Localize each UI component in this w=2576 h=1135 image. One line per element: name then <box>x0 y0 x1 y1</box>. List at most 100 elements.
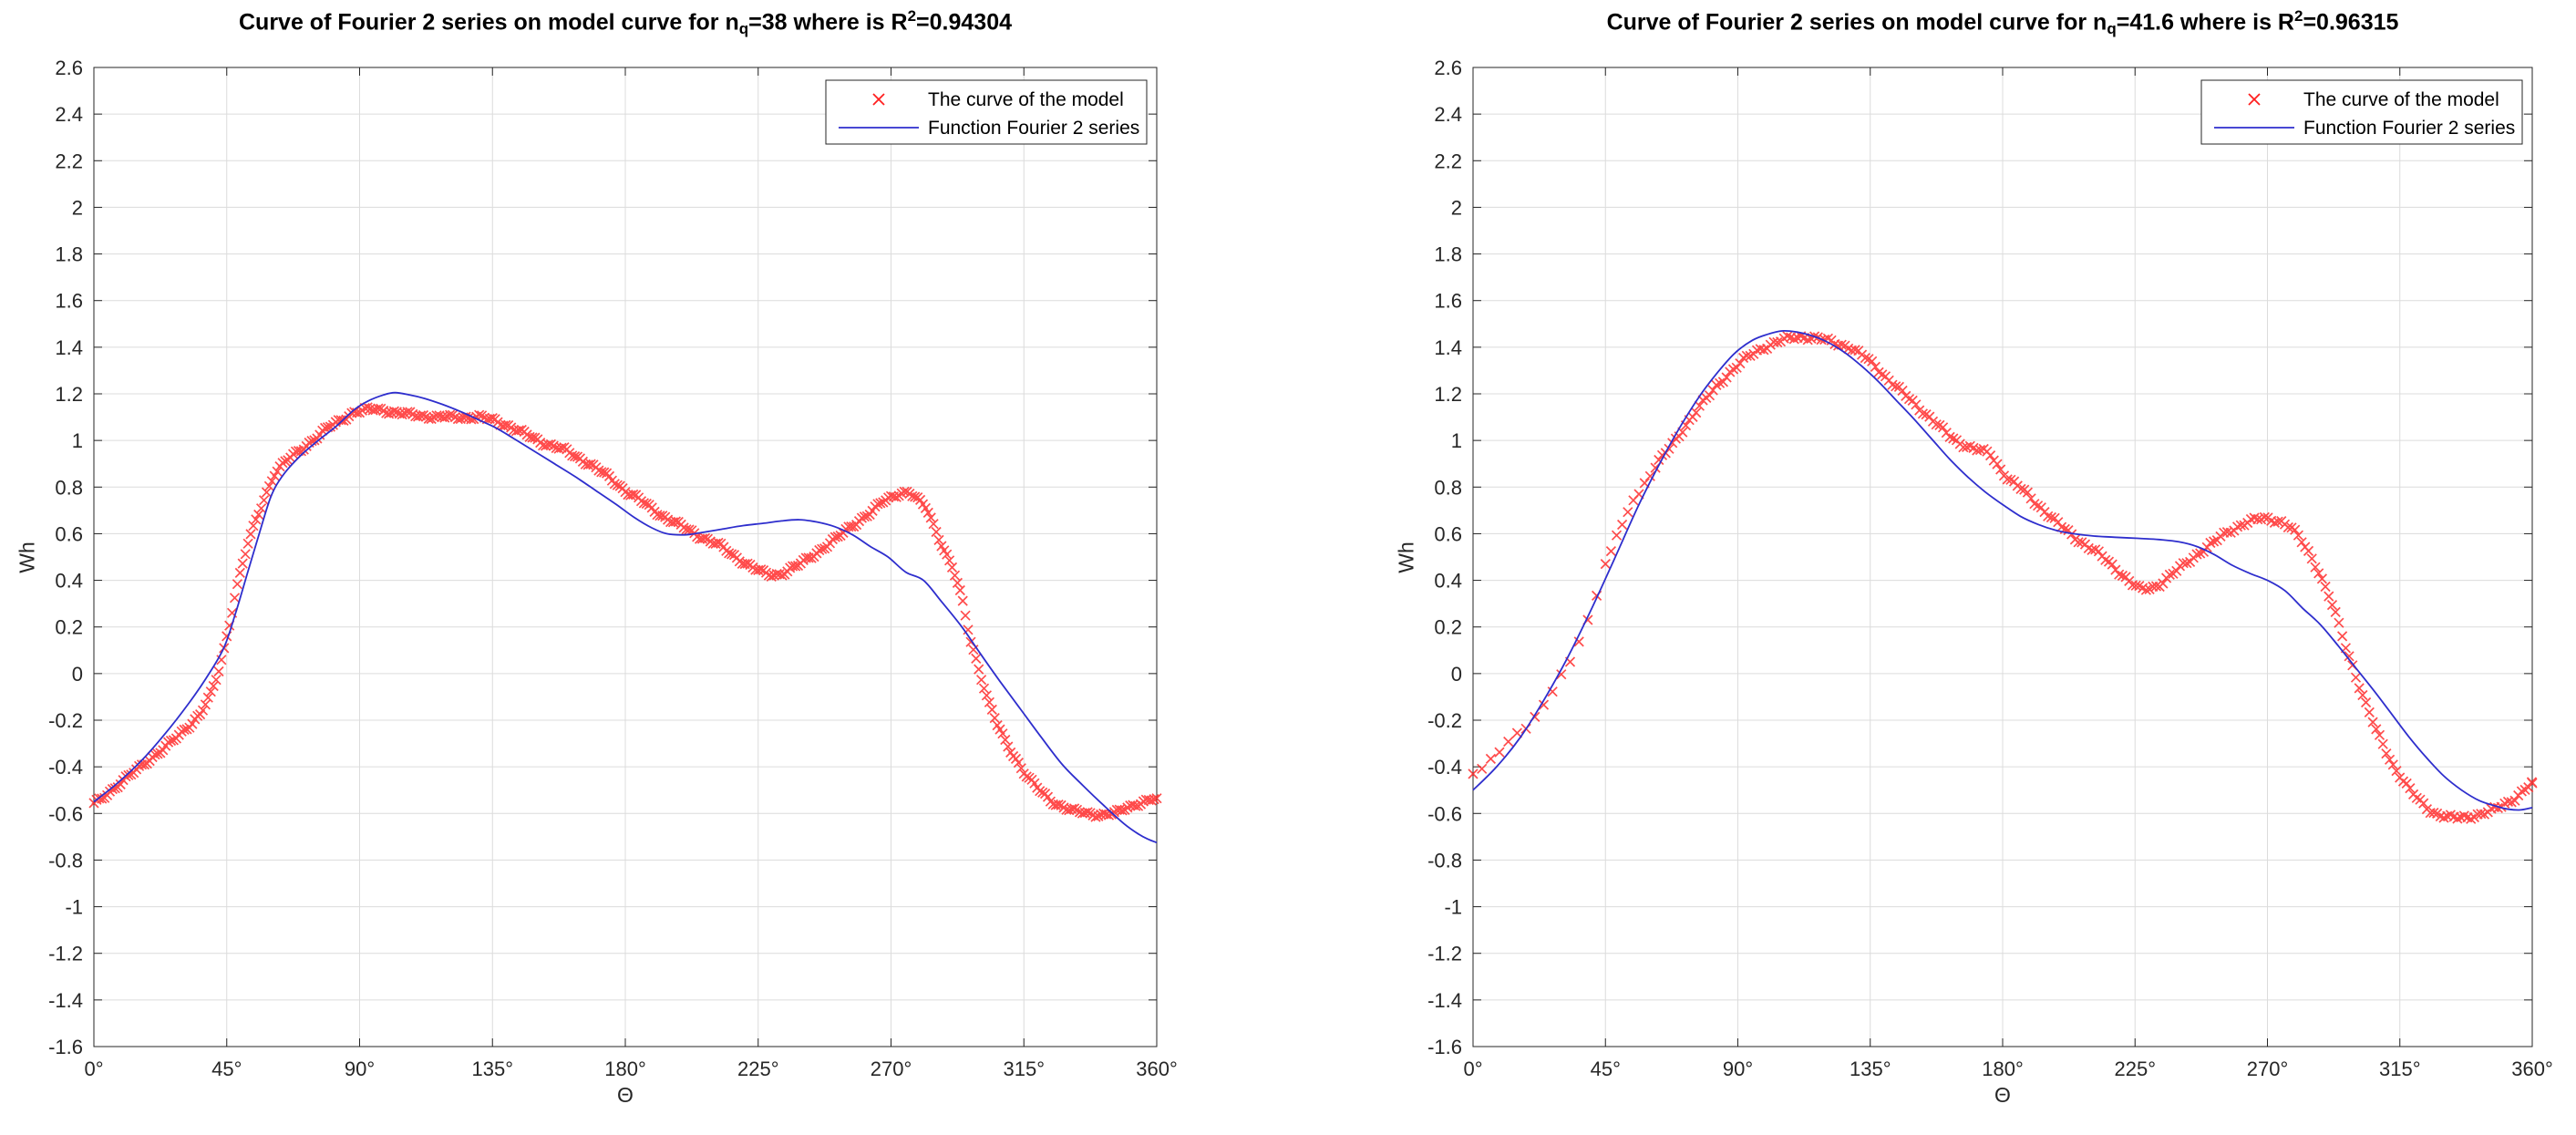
model-x-marker <box>109 783 120 794</box>
legend-label: Function Fourier 2 series <box>928 118 1139 139</box>
model-x-marker <box>960 610 971 621</box>
model-x-marker <box>2371 724 2382 735</box>
model-x-marker <box>832 531 843 542</box>
model-x-marker <box>1992 459 2003 469</box>
y-tick-label: 0.2 <box>1434 616 1462 639</box>
model-x-marker <box>910 491 921 502</box>
model-x-marker <box>2272 516 2283 527</box>
y-tick-label: 1.4 <box>1434 336 1462 359</box>
model-x-marker <box>2249 512 2260 523</box>
model-x-marker <box>2452 813 2463 824</box>
model-x-marker <box>997 728 1008 739</box>
model-x-marker <box>1021 771 1032 782</box>
model-x-marker <box>1721 372 1732 383</box>
x-tick-label: 90° <box>1723 1058 1753 1080</box>
y-tick-label: 2 <box>1451 196 1462 219</box>
x-tick-label: 270° <box>2247 1058 2289 1080</box>
x-tick-label: 360° <box>1136 1058 1178 1080</box>
right-legend: The curve of the model Function Fourier 2… <box>2200 79 2523 145</box>
model-x-marker <box>179 724 190 736</box>
model-x-marker <box>2002 474 2013 485</box>
y-tick-label: -1.4 <box>1427 989 1462 1012</box>
model-x-marker <box>2316 573 2328 584</box>
model-x-marker <box>466 414 477 425</box>
model-x-marker <box>942 549 953 560</box>
model-x-marker <box>261 487 273 498</box>
model-x-marker <box>1758 345 1769 356</box>
y-tick-label: -0.4 <box>1427 756 1462 779</box>
model-x-marker <box>1538 699 1550 710</box>
y-tick-label: 2.6 <box>55 57 83 79</box>
model-x-marker <box>1494 747 1505 758</box>
title-text: =41.6 where is R <box>2116 9 2294 36</box>
model-x-marker <box>2158 578 2169 589</box>
model-x-marker <box>2527 778 2538 789</box>
model-x-marker <box>1468 769 1479 779</box>
model-x-marker <box>2516 786 2528 797</box>
model-x-marker <box>742 558 753 569</box>
model-x-marker <box>777 570 788 581</box>
model-x-marker <box>272 466 283 477</box>
y-tick-label: 2.4 <box>1434 103 1462 126</box>
title-superscript: 2 <box>2293 7 2303 25</box>
model-x-marker <box>859 511 871 522</box>
model-x-marker <box>931 526 942 538</box>
model-x-marker <box>954 584 965 596</box>
model-x-marker <box>2114 569 2125 580</box>
model-x-marker <box>2384 754 2396 765</box>
y-tick-label: 2.6 <box>1434 57 1462 79</box>
model-x-marker <box>2045 511 2057 523</box>
model-x-marker <box>2367 717 2378 727</box>
model-x-marker <box>1802 335 1813 346</box>
x-tick-label: 135° <box>1850 1058 1891 1080</box>
model-x-marker <box>1556 669 1567 680</box>
model-x-marker <box>263 480 275 491</box>
model-x-marker <box>2164 569 2175 581</box>
model-x-marker <box>237 558 248 569</box>
model-x-marker <box>986 704 997 716</box>
x-tick-label: 225° <box>2114 1058 2156 1080</box>
model-x-marker <box>1691 407 1702 418</box>
model-x-marker <box>1015 763 1026 774</box>
x-tick-label: 45° <box>1591 1058 1621 1080</box>
model-x-marker <box>2391 765 2402 777</box>
y-tick-label: 1 <box>72 429 83 452</box>
fourier-fit-line <box>1472 329 2533 811</box>
y-tick-label: -1.2 <box>48 943 83 965</box>
model-x-marker <box>657 511 668 521</box>
legend-box <box>2200 79 2523 145</box>
model-x-marker <box>989 712 1000 724</box>
model-x-marker <box>1903 394 1915 405</box>
model-x-marker <box>789 561 801 572</box>
model-x-marker <box>1090 811 1101 822</box>
model-x-marker <box>2326 599 2338 611</box>
model-x-marker <box>2117 570 2128 582</box>
model-markers <box>88 402 1162 822</box>
model-x-marker <box>1485 753 1497 765</box>
x-tick-label: 90° <box>345 1058 375 1080</box>
model-x-marker <box>460 411 471 422</box>
model-x-marker <box>922 507 933 519</box>
model-x-marker <box>1013 757 1025 769</box>
model-x-marker <box>628 489 639 500</box>
model-x-marker <box>2015 483 2026 495</box>
model-x-marker <box>925 512 936 523</box>
model-x-marker <box>402 407 413 418</box>
model-x-marker <box>920 502 932 514</box>
y-tick-label: -1.6 <box>48 1036 83 1058</box>
y-tick-label: 1.6 <box>1434 290 1462 313</box>
model-x-marker <box>585 459 596 469</box>
x-tick-label: 315° <box>2379 1058 2421 1080</box>
x-tick-label: 225° <box>737 1058 779 1080</box>
model-x-marker <box>2357 689 2368 701</box>
model-x-marker <box>2303 545 2314 557</box>
model-x-marker <box>2282 521 2293 533</box>
title-text: Curve of Fourier 2 series on model curve… <box>1606 9 2107 36</box>
model-x-marker <box>2334 617 2344 628</box>
model-x-marker <box>439 412 450 423</box>
y-tick-label: 1.8 <box>1434 243 1462 266</box>
model-x-marker <box>187 718 198 729</box>
model-x-marker <box>362 402 373 413</box>
legend-box <box>825 79 1148 145</box>
model-x-marker <box>1944 431 1955 443</box>
